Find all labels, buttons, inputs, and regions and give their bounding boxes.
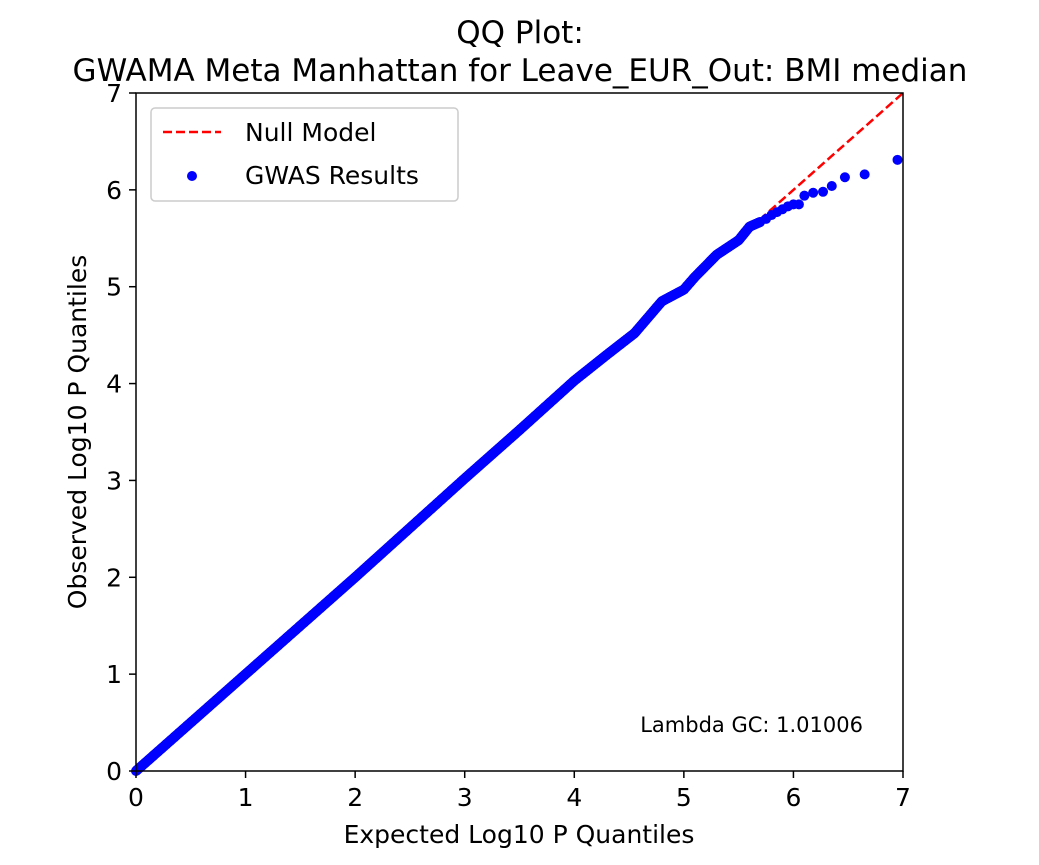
chart-title-line2: GWAMA Meta Manhattan for Leave_EUR_Out: … [73, 53, 968, 89]
x-tick-label: 6 [785, 783, 801, 812]
gwas-point [892, 154, 903, 165]
y-tick-label: 7 [106, 79, 122, 108]
gwas-point [826, 180, 837, 191]
gwas-point [808, 187, 819, 198]
plot-frame [135, 92, 904, 772]
chart-title-line1: QQ Plot: [456, 15, 584, 51]
chart-title: QQ Plot: GWAMA Meta Manhattan for Leave_… [73, 15, 968, 89]
y-tick-label: 4 [106, 370, 122, 399]
legend-null-model-label: Null Model [245, 118, 376, 147]
x-tick-label: 2 [347, 783, 363, 812]
x-axis-label: Expected Log10 P Quantiles [344, 820, 695, 849]
gwas-point [793, 199, 804, 210]
y-tick-label: 6 [106, 176, 122, 205]
lambda-gc-annotation: Lambda GC: 1.01006 [640, 713, 863, 737]
gwas-points-layer [131, 154, 903, 776]
gwas-point [818, 186, 829, 197]
x-tick-label: 5 [676, 783, 692, 812]
gwas-point [799, 190, 810, 201]
y-tick-label: 2 [106, 563, 122, 592]
y-axis-label: Observed Log10 P Quantiles [63, 255, 92, 609]
x-tick-label: 1 [238, 783, 254, 812]
y-tick-label: 3 [106, 466, 122, 495]
legend-gwas-swatch [187, 171, 197, 181]
x-tick-label: 0 [128, 783, 144, 812]
gwas-point [859, 169, 870, 180]
y-tick-label: 0 [106, 757, 122, 786]
legend-gwas-label: GWAS Results [245, 161, 419, 190]
x-tick-label: 4 [566, 783, 582, 812]
legend: Null Model GWAS Results [150, 107, 459, 202]
x-tick-label: 3 [457, 783, 473, 812]
y-axis-ticks: 0 1 2 3 4 5 6 7 [106, 79, 136, 786]
x-axis-ticks: 0 1 2 3 4 5 6 7 [128, 771, 911, 812]
x-tick-label: 7 [895, 783, 911, 812]
legend-box [150, 107, 459, 202]
y-tick-label: 5 [106, 273, 122, 302]
y-tick-label: 1 [106, 660, 122, 689]
gwas-point [839, 172, 850, 183]
